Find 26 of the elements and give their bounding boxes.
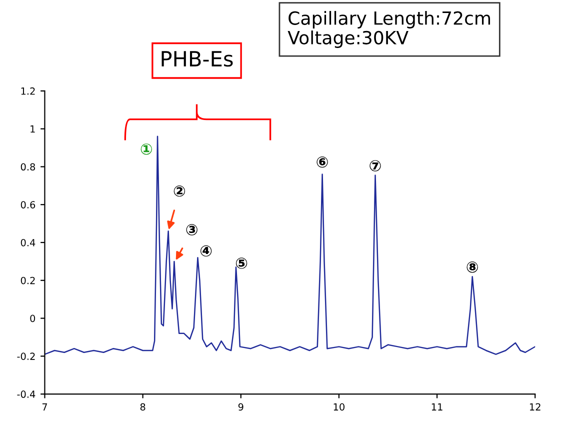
y-tick-label: 0 (30, 314, 36, 322)
annotation: ④ (200, 245, 212, 257)
y-tick-label: 0.6 (20, 201, 36, 208)
y-tick-label: -0.2 (17, 352, 35, 360)
x-tick-label: 8 (140, 403, 146, 411)
annotation: ① (140, 144, 152, 155)
y-tick-label: 0.4 (20, 238, 36, 246)
text: PHB-Es (162, 51, 233, 67)
y-tick-label: -0.4 (17, 390, 36, 398)
y-tick-label: 1 (30, 125, 35, 133)
y-tick-label: 0.8 (20, 163, 36, 171)
annotation: ③ (186, 224, 198, 236)
x-tick-label: 7 (42, 403, 47, 410)
line-series (44, 136, 536, 355)
annotation: ⑦ (370, 160, 381, 172)
annotation: ⑧ (466, 262, 478, 273)
annotation: ② (174, 186, 185, 197)
y-tick-label: 0.2 (20, 276, 35, 284)
annotation: ⑤ (236, 258, 248, 269)
x-tick-label: 9 (238, 403, 244, 411)
text: Capillary Length:72cm Voltage:30KV (288, 10, 490, 48)
x-tick-label: 10 (334, 403, 344, 411)
annotation: ⑥ (316, 156, 328, 168)
y-tick-label: 1.2 (21, 87, 35, 95)
x-tick-label: 12 (530, 403, 540, 410)
x-tick-label: 11 (432, 403, 442, 410)
